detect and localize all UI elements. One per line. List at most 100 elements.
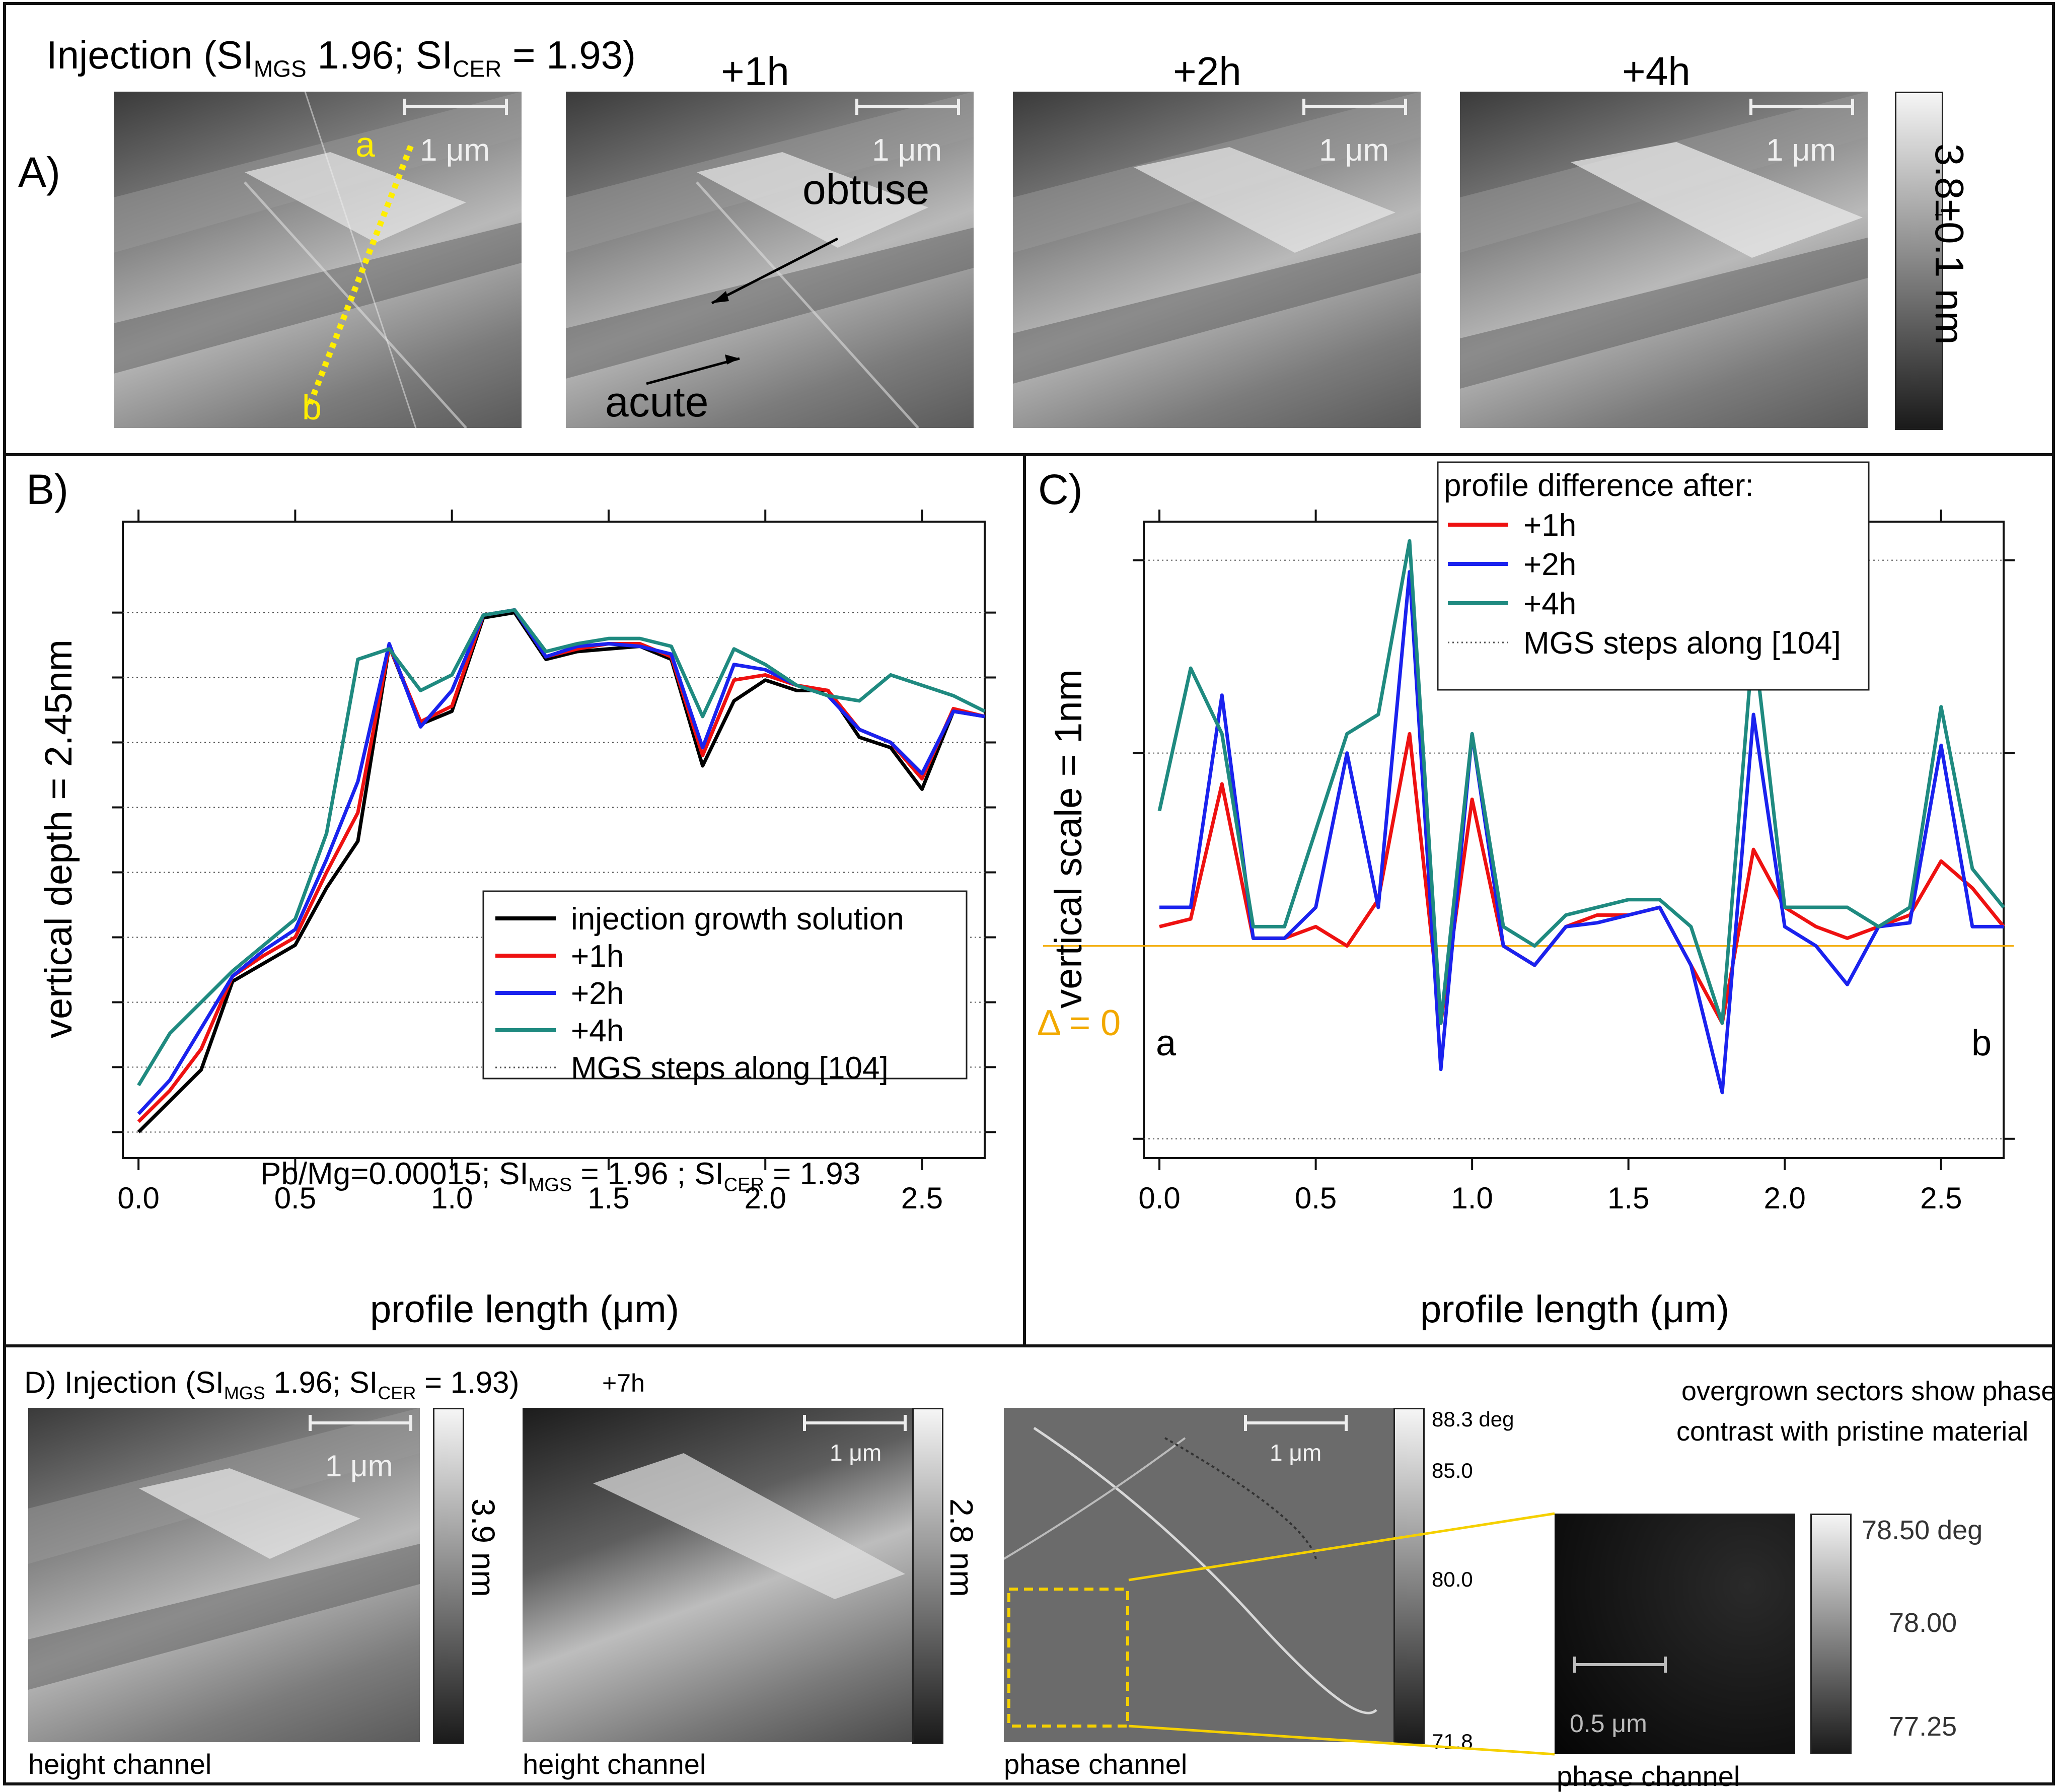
c-series-line: [1159, 570, 2004, 1095]
panel-c: C) 0.0 0.5 1.0 1.5 2.0 2.5 profile length (μm…: [1023, 453, 2055, 1347]
afm-image-1h: 1 μm obtuse acute: [566, 92, 974, 428]
c-x-tick-label: 2.5: [1920, 1181, 1962, 1215]
chart-b-xlabel: profile length (μm): [370, 1288, 679, 1331]
time-label-2h: +2h: [1173, 49, 1241, 94]
time-label-4h: +4h: [1622, 49, 1690, 94]
panel-a-colorbar: [1895, 92, 1943, 430]
c-x-tick-label: 2.0: [1764, 1181, 1806, 1215]
b-legend-label: injection growth solution: [571, 902, 904, 937]
chart-c-ylabel: vertical scale = 1nm: [1047, 669, 1090, 1009]
c-series-line: [1157, 539, 2005, 1025]
chart-c-xlabel: profile length (μm): [1420, 1288, 1729, 1331]
chart-b-annotation-suffix: = 1.93: [764, 1157, 861, 1191]
time-label-1h: +1h: [721, 49, 789, 94]
panel-d: D) Injection (SIMGS 1.96; SICER = 1.93) …: [3, 1344, 2056, 1790]
panel-a-colorbar-label: 3.8±0.1 nm: [1927, 144, 1972, 345]
chart-c-legend-title: profile difference after:: [1444, 468, 1754, 503]
c-legend-label: +1h: [1523, 508, 1576, 543]
afm-image-2h-overlay: [1013, 92, 1421, 384]
panel-a-title: Injection (SIMGS 1.96; SICER = 1.93): [46, 35, 636, 81]
b-x-tick-label: 0.0: [117, 1181, 159, 1215]
b-legend-label: +4h: [571, 1014, 624, 1048]
panel-a-title-suffix: = 1.93): [501, 33, 636, 77]
c-series-line: [1159, 732, 2005, 1025]
afm-image-4h-overlay: [1460, 92, 1868, 389]
phase-zoom-colorbar: [1810, 1514, 1852, 1754]
colorbar-tick: [1935, 214, 1943, 216]
afm-scale-label-2: 1 μm: [872, 133, 942, 168]
afm-image-2h: 1 μm: [1013, 92, 1421, 428]
acute-label: acute: [605, 378, 709, 425]
panel-d-title-prefix: Injection (SI: [64, 1366, 224, 1399]
c-x-tick-label: 1.0: [1451, 1181, 1493, 1215]
phase-caption-2: phase channel: [1557, 1760, 1740, 1792]
phase-image-7h: 1 μm: [1004, 1408, 1395, 1742]
height-image-7h-scale: 1 μm: [830, 1440, 882, 1466]
phase-zoom-tick-2: 78.00: [1889, 1608, 1957, 1638]
obtuse-label: obtuse: [802, 166, 930, 213]
c-legend-label: +4h: [1523, 587, 1576, 621]
height-image-7h: 1 μm: [523, 1408, 914, 1742]
profile-point-a: a: [355, 125, 375, 164]
c-x-tick-label: 0.0: [1138, 1181, 1180, 1215]
height-image-injection: 1 μm: [28, 1408, 420, 1742]
panel-d-title-mid: 1.96; SI: [265, 1366, 378, 1399]
panel-a-title-sub1: MGS: [253, 55, 307, 82]
phase-colorbar: [1393, 1408, 1425, 1744]
phase-zoom-scale: 0.5 μm: [1570, 1709, 1647, 1738]
chart-b-annotation: Pb/Mg=0.00015; SIMGS = 1.96 ; SICER = 1.…: [260, 1157, 861, 1196]
panel-d-title-sub2: CER: [378, 1383, 416, 1403]
panel-c-label: C): [1038, 466, 1083, 513]
chart-b-ylabel: vertical depth = 2.45nm: [37, 639, 80, 1038]
panel-d-title: D) Injection (SIMGS 1.96; SICER = 1.93): [24, 1368, 519, 1402]
chart-b-legend: [482, 890, 968, 1080]
b-series-line: [137, 608, 985, 1115]
profile-point-b: b: [302, 388, 322, 427]
panel-d-title-suffix: = 1.93): [416, 1366, 520, 1399]
chart-b-annotation-mid: = 1.96 ; SI: [572, 1157, 724, 1191]
chart-b-annotation-prefix: Pb/Mg=0.00015; SI: [260, 1157, 529, 1191]
height-image-7h-overlay: [593, 1415, 907, 1599]
b-legend-label: +2h: [571, 976, 624, 1011]
chart-b-annotation-sub2: CER: [723, 1174, 764, 1196]
b-x-tick-label: 0.5: [274, 1181, 316, 1215]
phase-zoom-tick-1: 78.50 deg: [1862, 1515, 1983, 1545]
phase-colorbar-tick-2: 85.0: [1432, 1459, 1473, 1482]
zoom-connector: [1128, 1512, 1555, 1756]
phase-note-line-2: contrast with pristine material: [1676, 1416, 2029, 1447]
panel-b-label: B): [26, 466, 68, 513]
chart-c-legend: [1437, 461, 1870, 691]
phase-image-7h-overlay: [1004, 1415, 1377, 1728]
b-series-line: [137, 608, 986, 1087]
phase-zoom-overlay: [1573, 1657, 1667, 1673]
height-colorbar-1: [433, 1408, 464, 1744]
afm-image-1h-overlay: [566, 92, 974, 428]
b-x-tick-label: 1.0: [431, 1181, 473, 1215]
height-caption-1: height channel: [28, 1748, 212, 1780]
afm-image-injection: 1 μm a b: [114, 92, 522, 428]
height-image-injection-scale: 1 μm: [325, 1449, 393, 1483]
panel-d-time: +7h: [602, 1369, 645, 1397]
chart-c-point-a: a: [1156, 1023, 1177, 1063]
phase-colorbar-tick-3: 80.0: [1432, 1567, 1473, 1591]
chart-c-point-b: b: [1971, 1023, 1992, 1063]
panel-a-title-mid: 1.96; SI: [306, 33, 453, 77]
c-legend-label-ref: MGS steps along [104]: [1523, 626, 1841, 661]
c-x-tick-label: 1.5: [1607, 1181, 1649, 1215]
phase-colorbar-tick-1: 88.3 deg: [1432, 1407, 1514, 1431]
panel-d-label: D): [24, 1366, 56, 1399]
panel-d-title-sub1: MGS: [224, 1383, 265, 1403]
afm-scale-label-4: 1 μm: [1766, 133, 1836, 168]
afm-scale-label-1: 1 μm: [420, 133, 490, 168]
phase-zoom-tick-3: 77.25: [1889, 1711, 1957, 1742]
b-x-tick-label: 2.5: [901, 1181, 943, 1215]
chart-c-delta-label: Δ = 0: [1037, 1003, 1121, 1043]
height-image-injection-overlay: [28, 1408, 420, 1690]
colorbar-tick: [1935, 315, 1943, 316]
phase-image-7h-scale: 1 μm: [1270, 1440, 1322, 1466]
b-legend-label: +1h: [571, 939, 624, 974]
panel-b: B) 0.0 0.5 1.0 1.5 2.0 2.5 profile length (μm…: [3, 453, 1026, 1347]
c-x-tick-label: 0.5: [1295, 1181, 1337, 1215]
chart-c: 0.0 0.5 1.0 1.5 2.0 2.5 profile length (μm) v…: [1043, 461, 2015, 1331]
c-legend-label: +2h: [1523, 547, 1576, 582]
